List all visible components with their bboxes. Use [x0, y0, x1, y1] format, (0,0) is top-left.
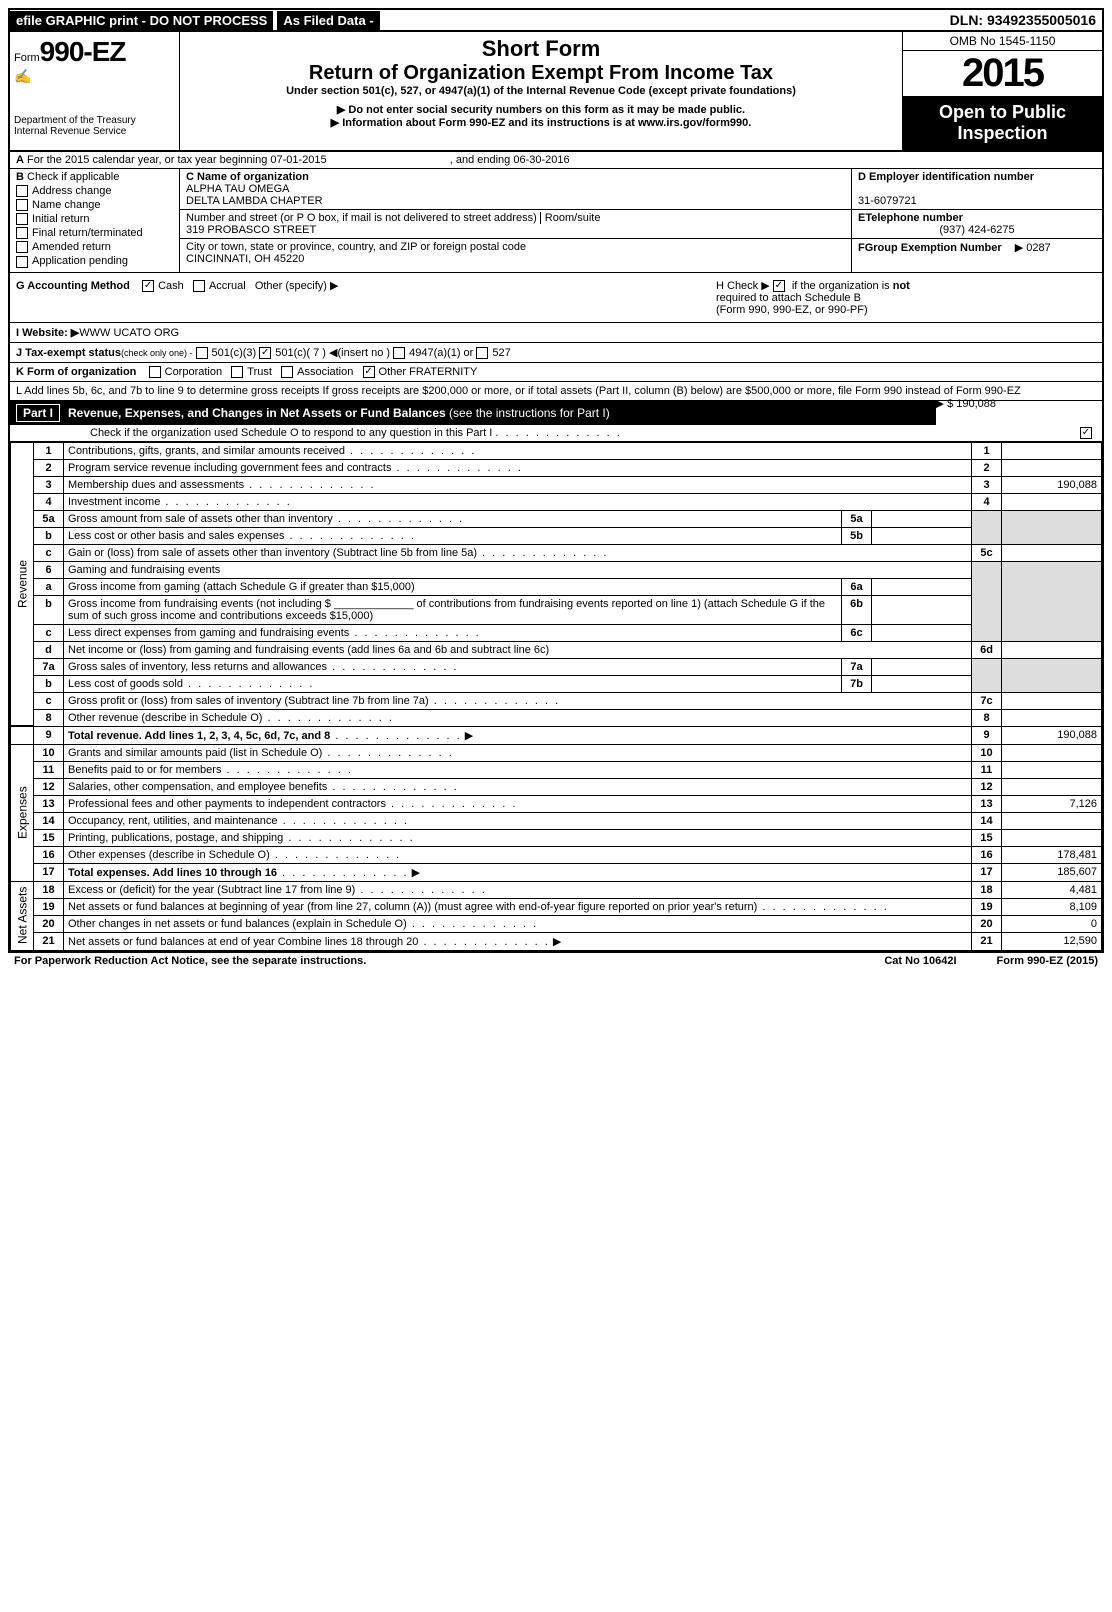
netassets-label: Net Assets: [11, 881, 34, 950]
header-center: Short Form Return of Organization Exempt…: [180, 32, 902, 150]
row-i: I Website: ▶WWW UCATO ORG: [10, 323, 1102, 343]
footer: For Paperwork Reduction Act Notice, see …: [8, 953, 1104, 969]
asfiled-label: As Filed Data -: [277, 11, 379, 30]
chk-501c3[interactable]: [196, 347, 208, 359]
chk-initial-return[interactable]: [16, 213, 28, 225]
chk-pending[interactable]: [16, 256, 28, 268]
org-name-1: ALPHA TAU OMEGA: [186, 183, 290, 195]
footer-mid: Cat No 10642I: [884, 955, 956, 967]
chk-address-change[interactable]: [16, 185, 28, 197]
chk-amended[interactable]: [16, 241, 28, 253]
dept-treasury: Department of the Treasury: [14, 115, 175, 126]
form-number: 990-EZ: [40, 36, 126, 67]
header-right: OMB No 1545-1150 2015 Open to Public Ins…: [902, 32, 1102, 150]
total-revenue: 190,088: [1002, 726, 1102, 744]
chk-corp[interactable]: [149, 366, 161, 378]
instr-1: ▶ Do not enter social security numbers o…: [188, 103, 894, 116]
group-exemption: ▶ 0287: [1015, 242, 1051, 254]
chk-assoc[interactable]: [281, 366, 293, 378]
chk-schedule-o[interactable]: ✓: [1080, 427, 1092, 439]
row-j: J Tax-exempt status(check only one) - 50…: [10, 343, 1102, 363]
website: WWW UCATO ORG: [79, 327, 179, 339]
line-3-value: 190,088: [1002, 476, 1102, 493]
instr-2: ▶ Information about Form 990-EZ and its …: [188, 116, 894, 129]
dln-label: DLN: 93492355005016: [944, 10, 1102, 30]
other-org-val: FRATERNITY: [409, 366, 477, 378]
line-18-value: 4,481: [1002, 881, 1102, 898]
col-b: B Check if applicable Address change Nam…: [10, 169, 180, 272]
row-k: K Form of organization Corporation Trust…: [10, 363, 1102, 382]
chk-accrual[interactable]: [193, 280, 205, 292]
header-left: Form990-EZ ✍ Department of the Treasury …: [10, 32, 180, 150]
revenue-label: Revenue: [11, 442, 34, 726]
row-l: L Add lines 5b, 6c, and 7b to line 9 to …: [10, 382, 1102, 401]
chk-name-change[interactable]: [16, 199, 28, 211]
efile-label: efile GRAPHIC print - DO NOT PROCESS: [10, 11, 273, 30]
footer-left: For Paperwork Reduction Act Notice, see …: [14, 955, 844, 967]
section-bcd: B Check if applicable Address change Nam…: [10, 169, 1102, 273]
top-bar: efile GRAPHIC print - DO NOT PROCESS As …: [10, 10, 1102, 32]
chk-527[interactable]: [476, 347, 488, 359]
omb-number: OMB No 1545-1150: [903, 32, 1102, 51]
org-name-2: DELTA LAMBDA CHAPTER: [186, 195, 323, 207]
footer-right: Form 990-EZ (2015): [997, 955, 1098, 967]
chk-other-org[interactable]: ✓: [363, 366, 375, 378]
short-form-title: Short Form: [188, 36, 894, 62]
gross-receipts: ▶ $ 190,088: [936, 397, 996, 410]
row-a: A For the 2015 calendar year, or tax yea…: [10, 152, 1102, 169]
line-20-value: 0: [1002, 915, 1102, 932]
main-title: Return of Organization Exempt From Incom…: [188, 62, 894, 85]
form-prefix: Form: [14, 52, 40, 64]
line-16-value: 178,481: [1002, 846, 1102, 863]
tax-year: 2015: [903, 51, 1102, 96]
chk-4947[interactable]: [393, 347, 405, 359]
line-19-value: 8,109: [1002, 898, 1102, 915]
lines-table: Revenue 1 Contributions, gifts, grants, …: [10, 442, 1102, 951]
ein: 31-6079721: [858, 195, 917, 207]
chk-trust[interactable]: [231, 366, 243, 378]
chk-cash[interactable]: ✓: [142, 280, 154, 292]
org-city: CINCINNATI, OH 45220: [186, 253, 304, 265]
expenses-label: Expenses: [11, 744, 34, 881]
row-gh: G Accounting Method ✓Cash Accrual Other …: [10, 273, 1102, 323]
form-container: efile GRAPHIC print - DO NOT PROCESS As …: [8, 8, 1104, 953]
irs-link[interactable]: www.irs.gov/form990: [638, 117, 748, 129]
line-21-value: 12,590: [1002, 932, 1102, 950]
org-address: 319 PROBASCO STREET: [186, 224, 316, 236]
part1-check: Check if the organization used Schedule …: [10, 425, 1102, 442]
dept-irs: Internal Revenue Service: [14, 126, 175, 137]
col-c: C Name of organization ALPHA TAU OMEGA D…: [180, 169, 852, 272]
line-13-value: 7,126: [1002, 795, 1102, 812]
part1-header: Part I Revenue, Expenses, and Changes in…: [10, 401, 936, 425]
open-public: Open to Public Inspection: [903, 96, 1102, 150]
col-d: D Employer identification number 31-6079…: [852, 169, 1102, 272]
total-expenses: 185,607: [1002, 863, 1102, 881]
sub-title: Under section 501(c), 527, or 4947(a)(1)…: [188, 85, 894, 97]
telephone: (937) 424-6275: [858, 224, 1096, 236]
chk-final-return[interactable]: [16, 227, 28, 239]
header-row: Form990-EZ ✍ Department of the Treasury …: [10, 32, 1102, 152]
chk-501c[interactable]: ✓: [259, 347, 271, 359]
chk-schedule-b[interactable]: ✓: [773, 280, 785, 292]
